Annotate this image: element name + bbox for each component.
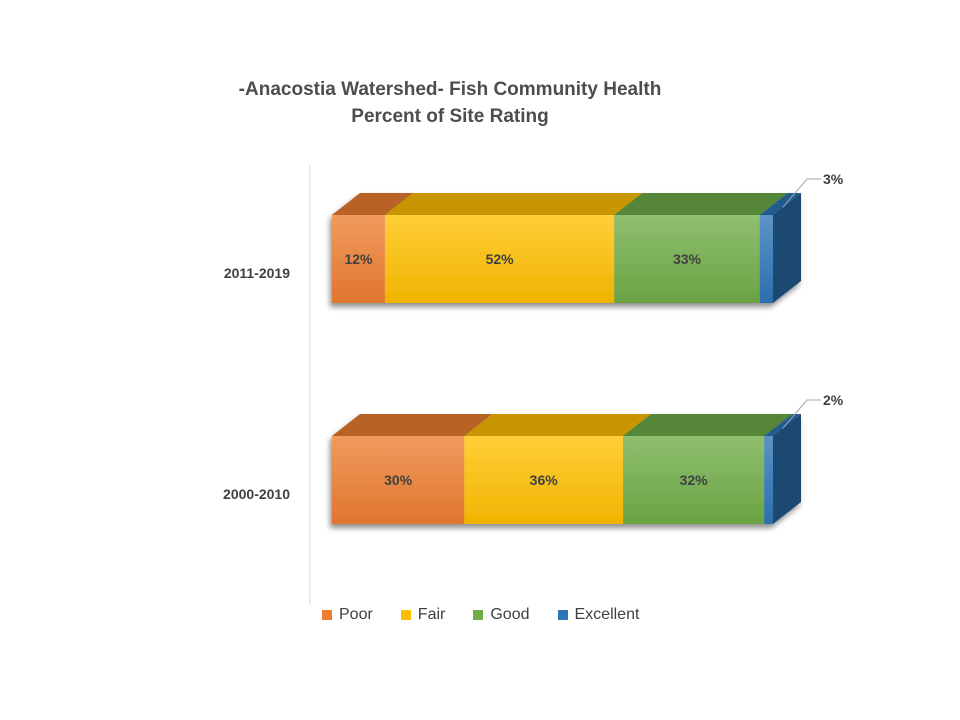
chart-title-line-1: -Anacostia Watershed- Fish Community Hea… (238, 79, 662, 100)
data-label-fair: 52% (486, 251, 515, 267)
category-label: 2011-2019 (224, 265, 290, 281)
legend: Poor Fair Good Excellent (322, 606, 667, 624)
data-label-excellent: 3% (823, 171, 844, 187)
legend-label-fair: Fair (417, 606, 446, 623)
bar-top-fair (384, 193, 643, 215)
chart-title: -Anacostia Watershed- Fish Community Hea… (180, 76, 720, 130)
bar-good (623, 436, 765, 524)
legend-swatch-poor (322, 610, 332, 620)
data-label-good: 32% (680, 472, 709, 488)
data-label-excellent: 2% (823, 392, 844, 408)
bar-excellent (764, 436, 773, 524)
legend-item-excellent: Excellent (557, 606, 640, 624)
bar-good (614, 215, 760, 303)
bar-side-excellent (773, 414, 801, 524)
bar-top-poor (332, 414, 493, 436)
data-label-fair: 36% (530, 472, 559, 488)
legend-item-good: Good (473, 606, 530, 624)
legend-label-poor: Poor (339, 606, 373, 623)
data-label-poor: 12% (344, 251, 373, 267)
chart-title-line-2: Percent of Site Rating (351, 106, 549, 127)
bar-top-good (614, 193, 788, 215)
data-label-good: 33% (673, 251, 702, 267)
bar-poor (332, 436, 465, 524)
data-label-poor: 30% (384, 472, 413, 488)
bar-excellent (759, 215, 773, 303)
bar-group-2011-2019 (332, 193, 801, 303)
category-label: 2000-2010 (223, 486, 290, 502)
bar-top-fair (464, 414, 652, 436)
bar-poor (332, 215, 385, 303)
bar-side-excellent (773, 193, 801, 303)
bar-fair (464, 436, 624, 524)
legend-item-fair: Fair (400, 606, 446, 624)
bar-group-2000-2010 (332, 414, 801, 524)
legend-swatch-good (473, 610, 484, 620)
bar-top-excellent (764, 414, 801, 436)
bar-top-poor (332, 193, 413, 215)
legend-swatch-excellent (557, 610, 568, 620)
legend-swatch-fair (400, 610, 411, 620)
data-label-leader (782, 178, 821, 208)
legend-item-poor: Poor (322, 606, 373, 624)
bars-layer: 2011-2019 12% 52% 33% 3% 2000-2010 30% 36% 32% 2% (223, 171, 844, 524)
legend-label-good: Good (490, 606, 530, 623)
legend-label-excellent: Excellent (574, 606, 640, 623)
bar-top-good (623, 414, 793, 436)
bar-fair (384, 215, 615, 303)
data-label-leader (782, 399, 821, 429)
